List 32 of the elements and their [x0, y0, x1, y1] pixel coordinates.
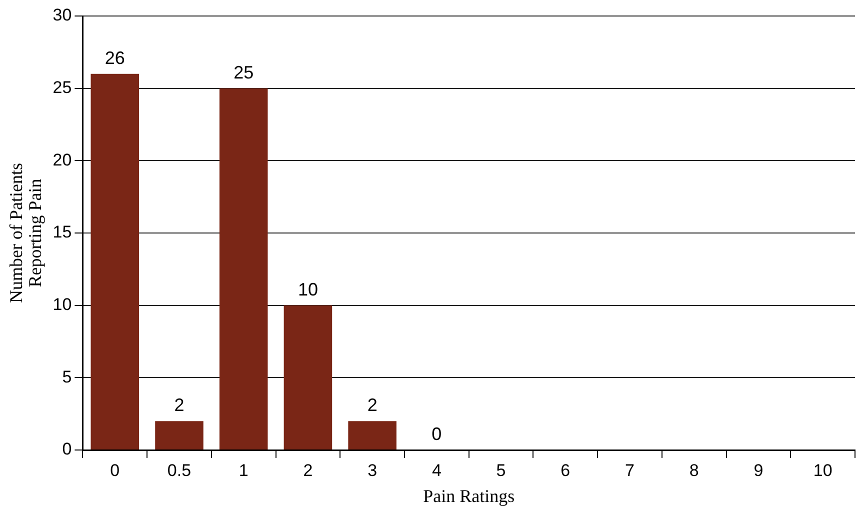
bar: [284, 305, 332, 450]
x-tick-label: 7: [625, 460, 634, 480]
data-label: 2: [174, 395, 184, 416]
x-tick-label: 0: [110, 460, 120, 480]
x-tick-label: 3: [368, 460, 378, 480]
data-label: 26: [104, 48, 125, 68]
x-tick-label: 2: [303, 460, 313, 480]
data-label: 10: [298, 279, 318, 300]
x-tick-label: 1: [238, 460, 248, 480]
y-axis-title: Number of Patients Reporting Pain: [6, 163, 46, 303]
x-tick-label: 5: [496, 460, 506, 480]
x-axis-title: Pain Ratings: [423, 486, 515, 506]
bar: [219, 88, 268, 450]
y-tick-label: 15: [52, 222, 72, 242]
data-label: 25: [234, 62, 254, 82]
data-label: 0: [432, 424, 442, 444]
y-tick-label: 0: [62, 440, 72, 459]
y-tick-label: 25: [52, 78, 72, 98]
bar: [155, 421, 204, 450]
x-tick-label: 9: [754, 460, 764, 480]
data-label: 2: [367, 395, 378, 416]
x-tick-label: 8: [689, 460, 699, 480]
x-tick-label: 10: [813, 460, 832, 480]
x-tick-label: 0.5: [167, 460, 192, 480]
y-tick-label: 10: [52, 295, 72, 314]
y-tick-label: 20: [52, 150, 72, 170]
bar: [90, 74, 140, 450]
bar: [348, 421, 396, 450]
y-tick-label: 5: [62, 367, 72, 386]
x-tick-label: 4: [432, 460, 442, 480]
y-tick-label: 30: [52, 6, 72, 25]
x-tick-label: 6: [560, 460, 570, 480]
